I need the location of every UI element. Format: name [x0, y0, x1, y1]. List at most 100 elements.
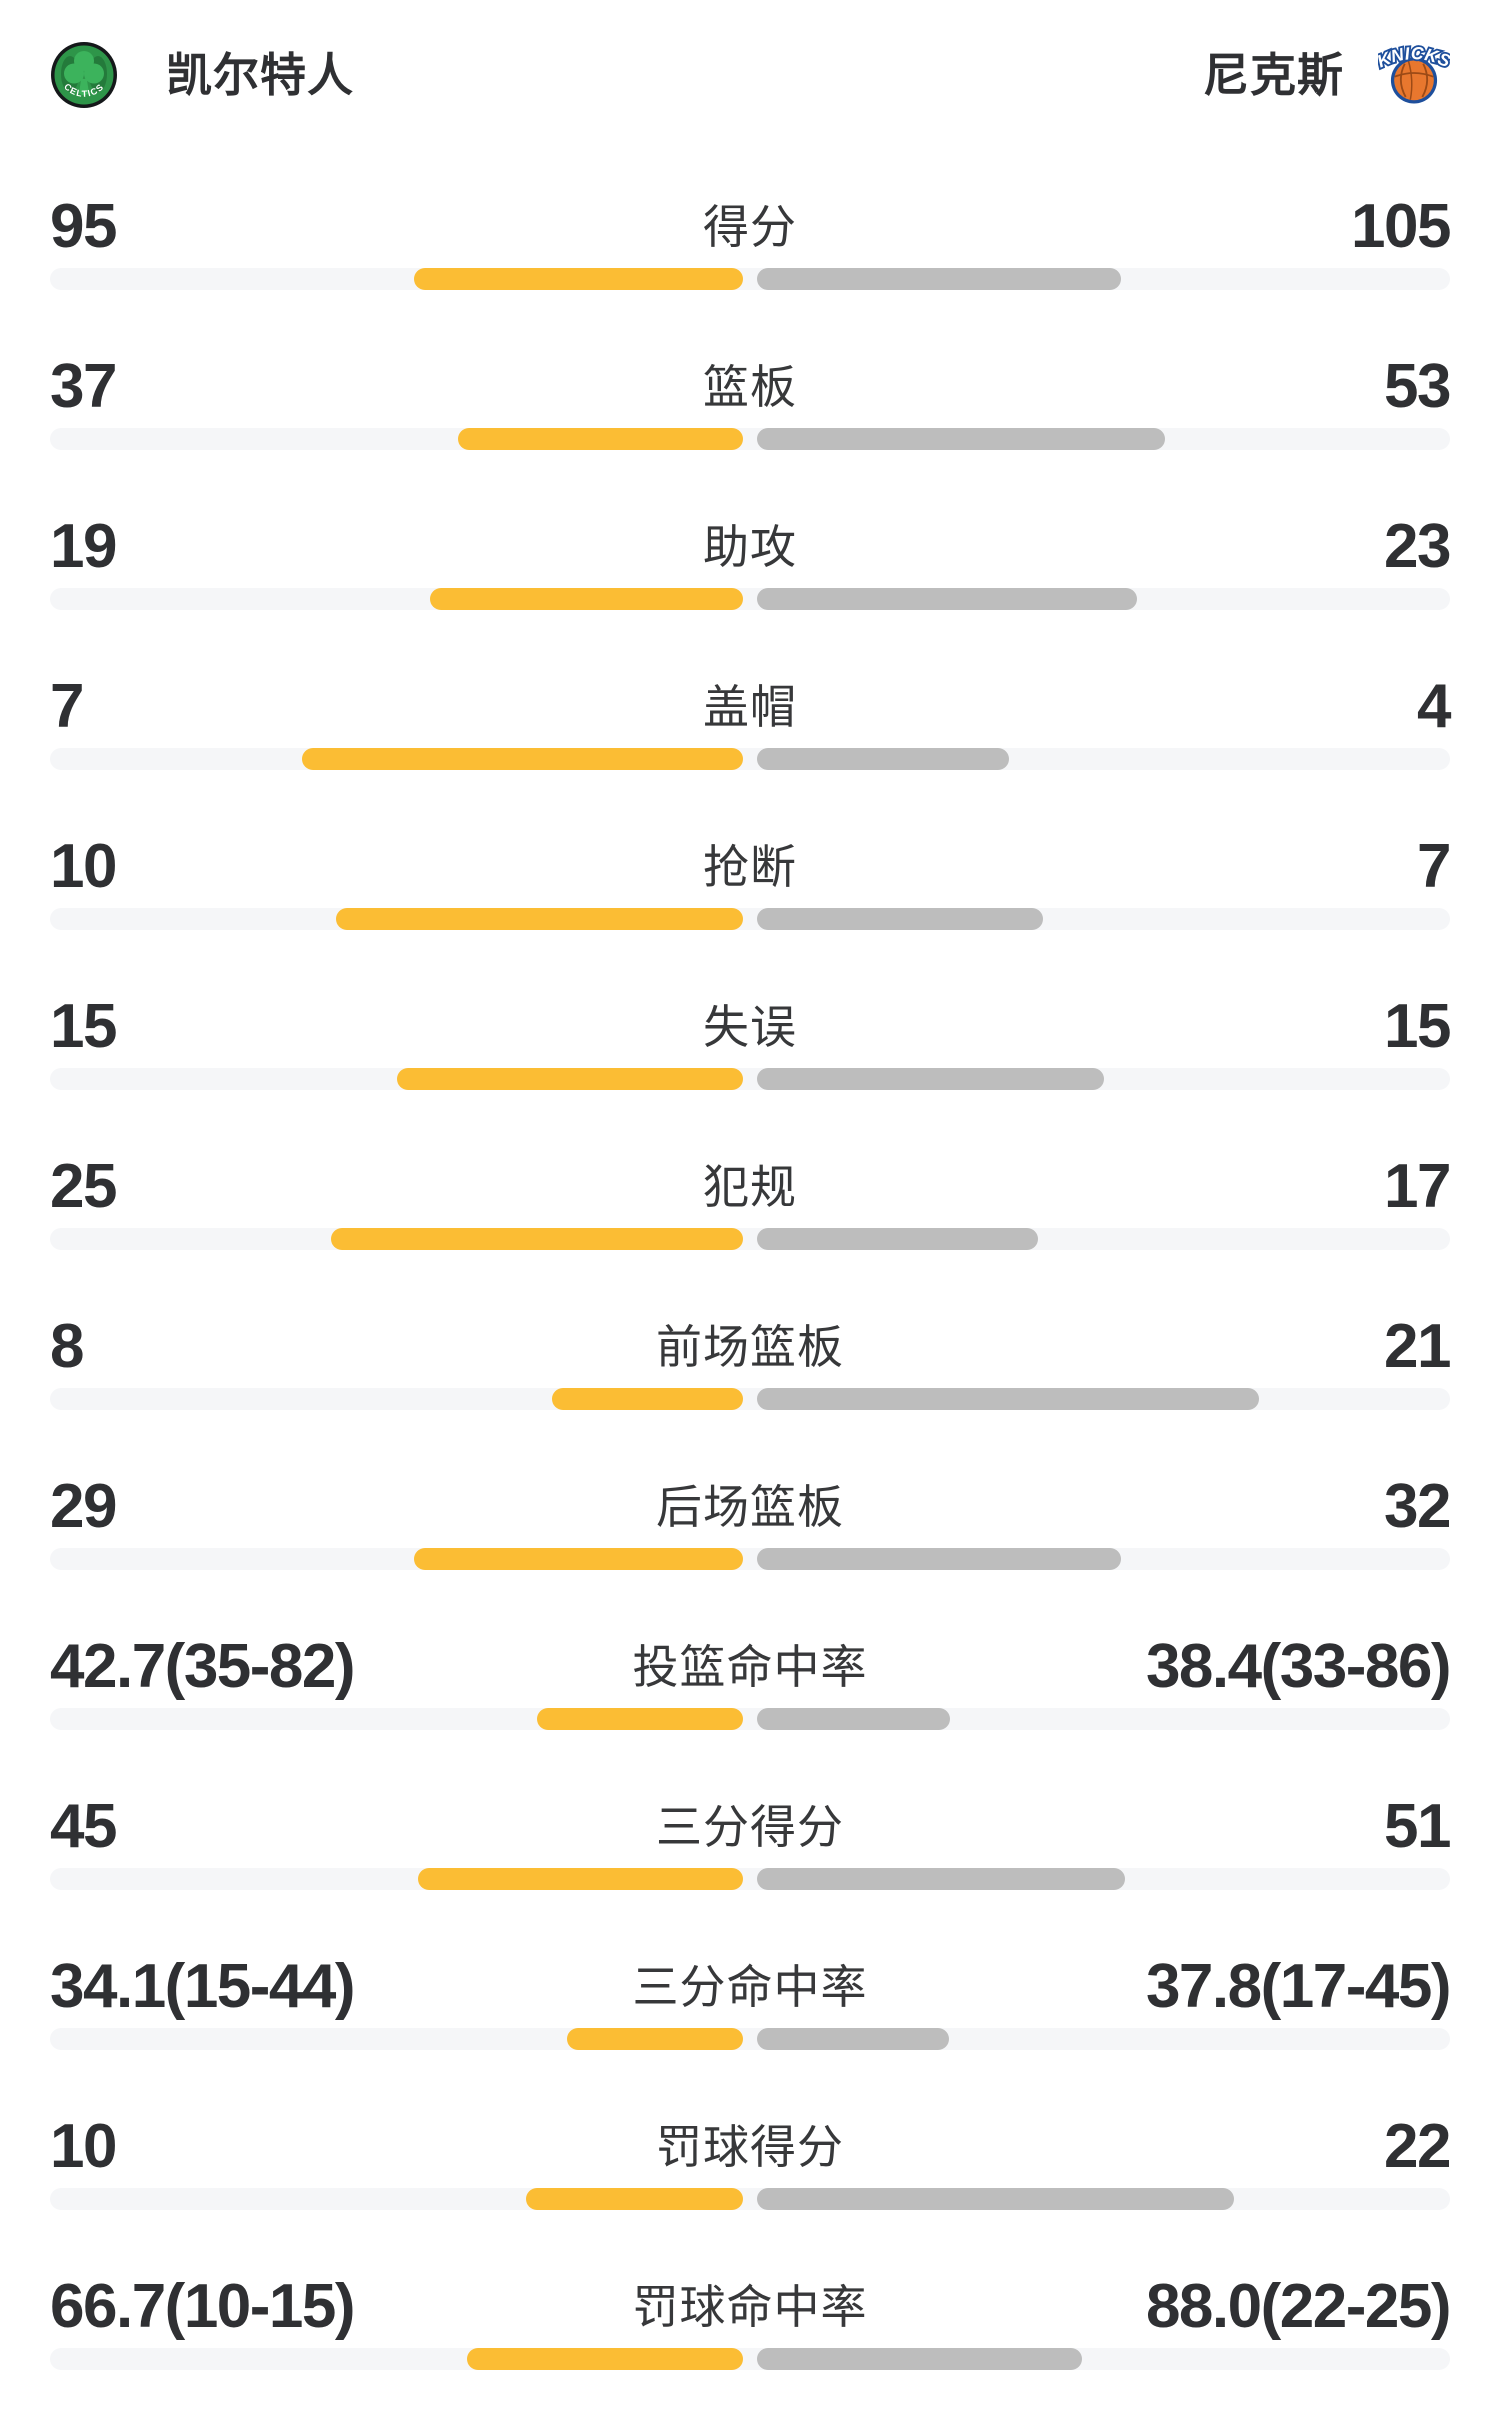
stat-track	[50, 2028, 1450, 2050]
stat-track	[50, 428, 1450, 450]
stat-track	[50, 1228, 1450, 1250]
stat-right-value: 51	[1384, 1792, 1451, 1861]
stat-bar-right	[757, 2028, 949, 2050]
stat-track	[50, 1708, 1450, 1730]
stat-track	[50, 588, 1450, 610]
stat-right-value: 21	[1384, 1312, 1451, 1381]
stat-bar-left	[566, 2028, 743, 2050]
team-right[interactable]: 尼克斯 KNICKS	[1203, 41, 1450, 108]
stat-bar-left	[417, 1868, 743, 1890]
stat-bar-left	[466, 2348, 743, 2370]
stat-bar-right	[757, 268, 1121, 290]
stat-label: 后场篮板	[656, 1481, 844, 1533]
stat-bar-left	[526, 2188, 743, 2210]
stat-right-value: 37.8(17-45)	[1145, 1952, 1452, 2021]
stat-left-value: 15	[50, 992, 117, 1061]
stat-left-value: 29	[50, 1472, 117, 1541]
team-name-left: 凯尔特人	[166, 49, 354, 101]
stat-bar-right	[757, 1228, 1038, 1250]
stat-bar-left	[536, 1708, 743, 1730]
stat-bar-right	[757, 1068, 1104, 1090]
stat-label: 三分命中率	[632, 1961, 868, 2013]
stat-label: 得分	[703, 201, 797, 253]
stat-track	[50, 2348, 1450, 2370]
stat-bar-right	[757, 1708, 950, 1730]
stat-row: 19 助攻 23	[50, 500, 1452, 660]
stat-left-value: 66.7(10-15)	[50, 2272, 356, 2341]
stat-row: 37 篮板 53	[50, 340, 1452, 500]
stat-right-value: 7	[1417, 832, 1451, 901]
stat-row: 10 罚球得分 22	[50, 2100, 1452, 2260]
stat-row: 95 得分 105	[50, 180, 1452, 340]
stat-label: 罚球得分	[656, 2121, 844, 2173]
stat-right-value: 38.4(33-86)	[1145, 1632, 1452, 1701]
stat-label: 抢断	[703, 841, 797, 893]
stat-row: 29 后场篮板 32	[50, 1460, 1452, 1620]
stat-right-value: 53	[1384, 352, 1451, 421]
stat-right-value: 105	[1351, 192, 1451, 261]
stat-bar-left	[551, 1388, 743, 1410]
stat-bar-left	[458, 428, 743, 450]
stat-bar-left	[330, 1228, 743, 1250]
stat-row: 25 犯规 17	[50, 1140, 1452, 1300]
stat-label: 盖帽	[703, 681, 797, 733]
team-left[interactable]: CELTICS 凯尔特人	[50, 41, 354, 109]
stat-track	[50, 908, 1450, 930]
stat-label: 失误	[703, 1001, 797, 1053]
stat-track	[50, 2188, 1450, 2210]
stat-row: 10 抢断 7	[50, 820, 1452, 980]
stat-left-value: 7	[50, 672, 84, 741]
stat-left-value: 8	[50, 1312, 84, 1381]
stat-right-value: 22	[1384, 2112, 1451, 2181]
stat-bar-right	[757, 908, 1043, 930]
stat-bar-right	[757, 1548, 1121, 1570]
stat-right-value: 32	[1384, 1472, 1451, 1541]
stat-track	[50, 1388, 1450, 1410]
stat-bar-left	[413, 1548, 743, 1570]
stat-left-value: 19	[50, 512, 117, 581]
stat-track	[50, 1548, 1450, 1570]
stat-bar-right	[757, 428, 1166, 450]
stat-bar-right	[757, 748, 1010, 770]
team-stats-panel: CELTICS 凯尔特人 尼克斯 KNICKS 95	[50, 0, 1452, 2420]
stat-row: 45 三分得分 51	[50, 1780, 1452, 1940]
stat-left-value: 10	[50, 832, 117, 901]
stat-row: 34.1(15-44) 三分命中率 37.8(17-45)	[50, 1940, 1452, 2100]
stat-bar-right	[757, 588, 1137, 610]
team-name-right: 尼克斯	[1203, 49, 1344, 101]
stat-bar-left	[396, 1068, 743, 1090]
stat-bar-left	[429, 588, 743, 610]
stat-label: 三分得分	[656, 1801, 844, 1853]
stat-row: 15 失误 15	[50, 980, 1452, 1140]
stat-track	[50, 1868, 1450, 1890]
stat-row: 42.7(35-82) 投篮命中率 38.4(33-86)	[50, 1620, 1452, 1780]
stat-bar-left	[335, 908, 743, 930]
stat-track	[50, 1068, 1450, 1090]
stat-track	[50, 748, 1450, 770]
stat-label: 前场篮板	[656, 1321, 844, 1373]
stat-right-value: 23	[1384, 512, 1451, 581]
stat-left-value: 95	[50, 192, 117, 261]
stat-bar-left	[302, 748, 743, 770]
stat-left-value: 25	[50, 1152, 117, 1221]
stat-left-value: 45	[50, 1792, 117, 1861]
stat-row: 7 盖帽 4	[50, 660, 1452, 820]
stat-right-value: 15	[1384, 992, 1451, 1061]
stat-label: 犯规	[703, 1161, 797, 1213]
stat-bar-left	[413, 268, 743, 290]
stat-track	[50, 268, 1450, 290]
stat-left-value: 10	[50, 2112, 117, 2181]
stat-label: 投篮命中率	[632, 1641, 868, 1693]
stat-label: 助攻	[703, 521, 797, 573]
stat-row: 66.7(10-15) 罚球命中率 88.0(22-25)	[50, 2260, 1452, 2420]
stat-row: 8 前场篮板 21	[50, 1300, 1452, 1460]
stat-bar-right	[757, 2188, 1234, 2210]
stat-right-value: 88.0(22-25)	[1145, 2272, 1452, 2341]
stat-bar-right	[757, 2348, 1083, 2370]
stat-bar-right	[757, 1388, 1259, 1410]
celtics-logo-icon: CELTICS	[51, 42, 117, 108]
team-header: CELTICS 凯尔特人 尼克斯 KNICKS	[50, 40, 1450, 110]
stat-left-value: 42.7(35-82)	[50, 1632, 356, 1701]
stat-label: 罚球命中率	[632, 2281, 868, 2333]
stats-rows: 95 得分 105 37 篮板 53 19 助攻 23	[50, 180, 1452, 2420]
